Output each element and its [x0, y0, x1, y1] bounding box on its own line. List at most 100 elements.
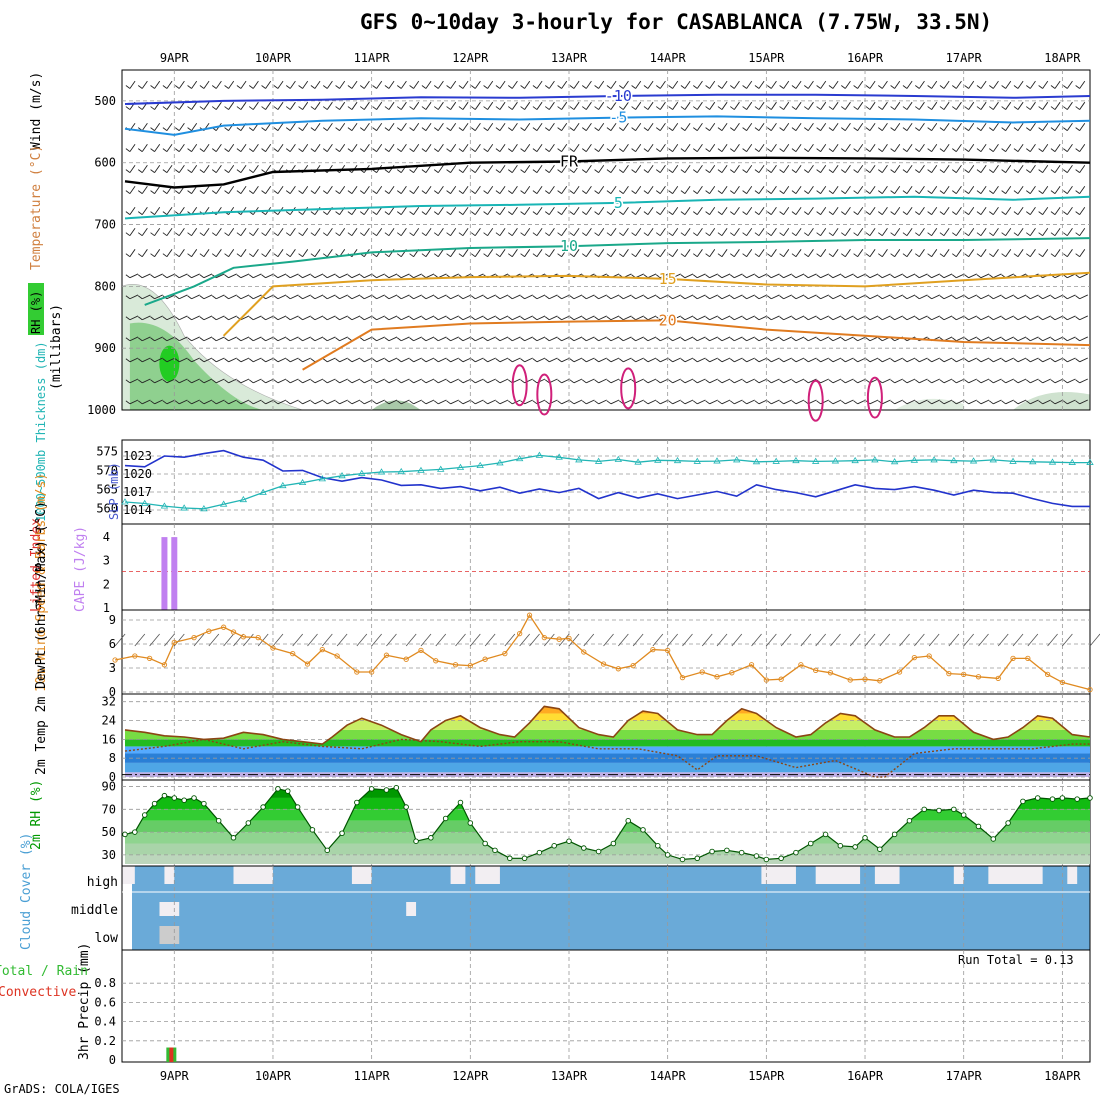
barb-flag	[693, 274, 698, 279]
wind10m-barb	[307, 633, 318, 647]
upper-wind-barb	[816, 315, 829, 321]
high-cloud-block	[761, 866, 796, 884]
barb-staff	[968, 399, 977, 405]
wind10m-point	[1087, 686, 1093, 693]
upper-wind-barb	[1026, 122, 1036, 131]
upper-wind-barb	[409, 207, 420, 216]
upper-wind-barb	[816, 122, 827, 131]
barb-staff	[141, 249, 148, 257]
barb-staff	[771, 294, 780, 300]
barb-flag	[939, 253, 945, 258]
barb-staff	[511, 122, 518, 131]
barb-staff	[869, 294, 879, 300]
upper-wind-barb	[211, 143, 222, 152]
upper-wind-barb	[532, 357, 546, 363]
thickness-ytick: 565	[96, 482, 118, 496]
barb-staff	[733, 228, 740, 236]
upper-wind-barb	[1026, 186, 1036, 194]
upper-wind-barb	[804, 378, 817, 384]
barb-flag	[606, 295, 612, 300]
barb-flag	[495, 85, 501, 89]
barb-staff	[734, 294, 743, 300]
upper-wind-barb	[174, 207, 185, 216]
barb-staff	[598, 336, 607, 342]
upper-wind-barb	[754, 207, 765, 216]
low-cloud-block	[159, 926, 180, 944]
upper-wind-barb	[199, 143, 210, 152]
barb-flag	[1063, 400, 1068, 405]
barb-staff	[326, 186, 333, 194]
barb-flag	[1063, 379, 1068, 384]
barb-flag	[335, 211, 340, 216]
rh-legend-swatch	[28, 283, 44, 335]
rh-point	[151, 800, 158, 807]
barb-flag	[372, 190, 377, 194]
barb-flag	[532, 85, 538, 89]
barb-staff	[1017, 101, 1024, 110]
barb-staff	[203, 228, 210, 236]
wind10m-point	[334, 653, 340, 659]
barb-staff	[388, 399, 398, 405]
upper-wind-barb	[544, 122, 555, 131]
barb-staff	[931, 315, 940, 321]
barb-flag	[841, 148, 846, 152]
barb-flag	[594, 127, 599, 131]
barb-flag	[717, 232, 723, 237]
barb-flag	[853, 232, 858, 237]
barb-flag	[717, 337, 723, 342]
upper-wind-barb	[927, 294, 940, 300]
upper-wind-barb	[520, 186, 531, 194]
upper-wind-barb	[273, 101, 284, 110]
barb-staff	[302, 357, 311, 363]
barb-staff	[721, 315, 731, 321]
barb-staff	[955, 249, 962, 257]
barb-flag	[1063, 85, 1068, 89]
barb-staff	[807, 249, 814, 257]
barb-flag	[310, 295, 316, 300]
upper-wind-barb	[828, 164, 839, 173]
upper-wind-barb	[298, 186, 309, 194]
barb-staff	[647, 378, 657, 384]
barb-staff	[216, 378, 225, 384]
upper-wind-barb	[298, 249, 309, 258]
upper-wind-barb	[730, 357, 743, 363]
upper-wind-barb	[298, 294, 311, 300]
barb-staff	[178, 122, 185, 131]
barb-staff	[721, 249, 728, 257]
barb-flag	[680, 400, 686, 405]
upper-wind-barb	[187, 315, 200, 321]
upper-wind-barb	[853, 164, 864, 173]
barb-flag	[1038, 211, 1043, 216]
barb-staff	[351, 122, 358, 131]
upper-wind-barb	[606, 164, 617, 173]
barb-staff	[1054, 143, 1061, 152]
barb-staff	[746, 101, 753, 110]
thickness-point	[140, 499, 149, 506]
upper-wind-barb	[470, 143, 481, 152]
barb-flag	[890, 85, 895, 89]
upper-wind-barb	[631, 228, 642, 237]
upper-wind-barb	[507, 294, 521, 300]
barb-flag	[446, 211, 451, 216]
barb-flag	[483, 316, 488, 321]
barb-flag	[211, 169, 217, 173]
barb-staff	[499, 336, 509, 342]
barb-flag	[322, 295, 328, 300]
upper-wind-barb	[285, 378, 299, 384]
barb-flag	[421, 253, 427, 258]
barb-staff	[549, 357, 558, 363]
barb-flag	[717, 85, 723, 89]
barb-flag	[396, 316, 402, 321]
barb-flag	[335, 379, 340, 384]
barb-flag	[865, 106, 871, 110]
barb-staff	[388, 122, 395, 131]
upper-wind-barb	[989, 101, 999, 110]
thickness-point	[239, 495, 248, 503]
barb-staff	[1005, 122, 1012, 131]
barb-flag	[1050, 127, 1056, 131]
wind10m-point	[798, 662, 804, 668]
barb-staff	[437, 122, 444, 131]
barb-flag	[680, 274, 686, 279]
upper-wind-barb	[594, 80, 605, 89]
upper-wind-barb	[828, 273, 842, 279]
